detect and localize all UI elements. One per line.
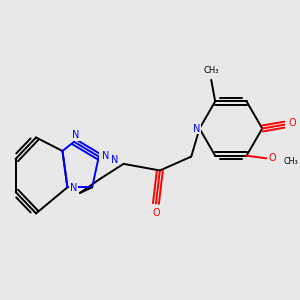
Text: CH₃: CH₃ — [284, 157, 298, 166]
Text: CH₃: CH₃ — [203, 66, 219, 75]
Text: H: H — [100, 152, 106, 161]
Text: N: N — [72, 130, 80, 140]
Text: O: O — [288, 118, 296, 128]
Text: O: O — [268, 153, 276, 163]
Text: N: N — [102, 151, 110, 160]
Text: N: N — [111, 155, 118, 165]
Text: N: N — [70, 183, 77, 193]
Text: N: N — [193, 124, 200, 134]
Text: O: O — [153, 208, 160, 218]
